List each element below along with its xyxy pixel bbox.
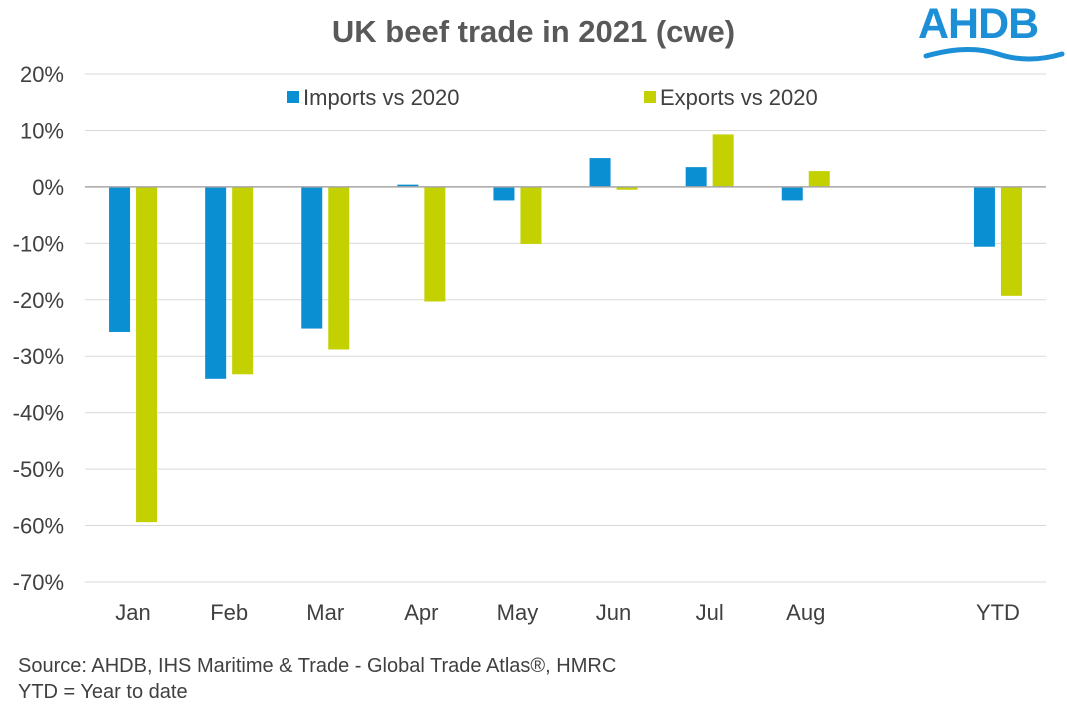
x-tick-label: May xyxy=(497,600,539,625)
bar-imports xyxy=(205,186,227,379)
y-tick-label: -50% xyxy=(13,457,64,482)
y-tick-label: -20% xyxy=(13,288,64,313)
bar-imports xyxy=(973,186,995,247)
y-axis-ticks: 20% 10% 0% -10% -20% -30% -40% -50% -60% -70% xyxy=(13,62,64,595)
bar-imports xyxy=(685,167,707,187)
ahdb-logo: AHDB xyxy=(918,0,1066,68)
x-tick-label: Mar xyxy=(306,600,344,625)
bar-imports xyxy=(109,186,131,332)
y-tick-label: 20% xyxy=(20,62,64,87)
ytd-note: YTD = Year to date xyxy=(18,681,188,703)
bar-exports xyxy=(712,134,734,187)
bar-exports xyxy=(616,186,638,190)
legend: Imports vs 2020 Exports vs 2020 xyxy=(287,85,818,110)
bar-imports xyxy=(397,184,419,187)
bar-imports xyxy=(301,186,323,329)
bar-exports xyxy=(136,186,158,523)
bar-exports xyxy=(808,171,830,187)
bar-exports xyxy=(424,186,446,302)
bar-imports xyxy=(781,186,803,201)
y-tick-label: 10% xyxy=(20,118,64,143)
bar-exports xyxy=(1000,186,1022,296)
bar-imports xyxy=(589,158,611,187)
chart-title: UK beef trade in 2021 (cwe) xyxy=(331,14,736,49)
x-tick-label: Apr xyxy=(404,600,438,625)
gridlines xyxy=(85,73,1046,583)
y-tick-label: -60% xyxy=(13,514,64,539)
footnotes: Source: AHDB, IHS Maritime & Trade - Glo… xyxy=(18,653,616,705)
bar-exports xyxy=(232,186,254,375)
bars xyxy=(109,134,1022,523)
y-tick-label: -70% xyxy=(13,570,64,595)
source-note: Source: AHDB, IHS Maritime & Trade - Glo… xyxy=(18,655,617,677)
legend-label: Exports vs 2020 xyxy=(660,85,818,110)
y-tick-label: -40% xyxy=(13,401,64,426)
bar-imports xyxy=(493,186,515,201)
x-tick-label: YTD xyxy=(976,600,1020,625)
legend-label: Imports vs 2020 xyxy=(303,85,460,110)
y-tick-label: -10% xyxy=(13,231,64,256)
x-tick-label: Jul xyxy=(696,600,724,625)
legend-swatch xyxy=(287,91,299,103)
logo-wave-icon xyxy=(923,46,1065,62)
x-axis-ticks: Jan Feb Mar Apr May Jun Jul Aug YTD xyxy=(115,600,1020,625)
x-tick-label: Aug xyxy=(786,600,825,625)
x-tick-label: Jun xyxy=(596,600,631,625)
bar-exports xyxy=(328,186,350,350)
y-tick-label: 0% xyxy=(32,175,64,200)
x-tick-label: Feb xyxy=(210,600,248,625)
logo-text: AHDB xyxy=(918,0,1039,48)
bar-exports xyxy=(520,186,542,244)
y-tick-label: -30% xyxy=(13,344,64,369)
legend-swatch xyxy=(644,91,656,103)
x-tick-label: Jan xyxy=(115,600,150,625)
